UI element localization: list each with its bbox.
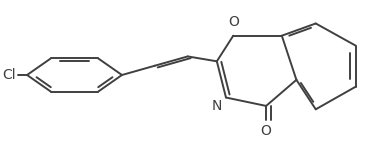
Text: O: O — [228, 15, 239, 29]
Text: O: O — [261, 124, 271, 138]
Text: Cl: Cl — [3, 68, 16, 82]
Text: N: N — [211, 99, 222, 113]
